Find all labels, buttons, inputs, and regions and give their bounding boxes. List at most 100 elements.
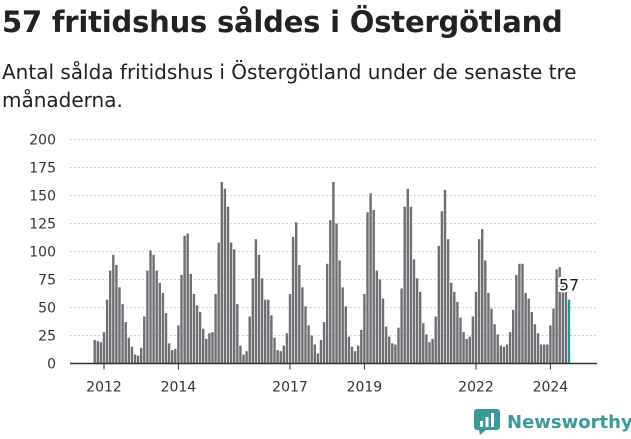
- bar: [270, 315, 273, 364]
- bar: [310, 335, 313, 364]
- bar: [248, 316, 251, 364]
- bar: [431, 338, 434, 364]
- bar: [502, 346, 506, 364]
- bar: [276, 350, 279, 364]
- bar: [109, 270, 112, 364]
- bar: [369, 193, 372, 364]
- bar: [264, 299, 267, 364]
- bar: [298, 264, 301, 364]
- bar: [189, 273, 192, 364]
- bar: [226, 206, 230, 364]
- bar: [112, 254, 115, 364]
- bar: [552, 308, 555, 364]
- bar: [285, 333, 289, 364]
- bar: [409, 206, 413, 364]
- bar: [499, 345, 502, 364]
- y-tick-label: 200: [29, 133, 56, 149]
- bar: [133, 354, 137, 364]
- bar: [446, 239, 450, 364]
- bar: [384, 326, 388, 364]
- bar: [512, 309, 515, 364]
- bar: [251, 278, 254, 364]
- bar: [524, 292, 527, 364]
- bar: [459, 317, 462, 364]
- y-tick-label: 0: [47, 357, 56, 373]
- bar: [260, 278, 264, 364]
- bar: [220, 182, 223, 364]
- bar: [567, 299, 571, 364]
- bar: [174, 348, 177, 364]
- y-tick-label: 75: [38, 273, 56, 289]
- y-tick-label: 50: [38, 301, 56, 317]
- bar: [335, 223, 338, 364]
- bar: [484, 260, 487, 364]
- bar: [326, 263, 329, 364]
- bar: [143, 316, 146, 364]
- bar: [564, 286, 568, 364]
- bar: [443, 189, 447, 364]
- bar: [481, 229, 484, 364]
- bar: [357, 345, 360, 364]
- bar: [397, 327, 400, 364]
- bar: [344, 306, 347, 364]
- bar: [366, 212, 369, 364]
- bar: [363, 294, 366, 364]
- bar: [378, 279, 382, 364]
- bar: [533, 324, 537, 364]
- bar: [301, 287, 304, 364]
- bar: [254, 239, 258, 364]
- bar: [360, 329, 363, 364]
- bar: [217, 242, 220, 364]
- bar: [267, 299, 270, 364]
- bar: [291, 236, 295, 364]
- bar: [450, 282, 453, 364]
- bar: [214, 294, 217, 364]
- bar: [394, 344, 397, 364]
- bar: [425, 334, 428, 364]
- bar: [158, 282, 161, 364]
- bar: [130, 346, 134, 364]
- chart-subtitle: Antal sålda fritidshus i Östergötland un…: [2, 60, 577, 112]
- x-tick-label: 2014: [161, 380, 197, 396]
- bar: [195, 305, 199, 364]
- bar: [121, 304, 124, 364]
- bar: [118, 287, 121, 364]
- bar: [223, 188, 227, 364]
- bar: [152, 254, 155, 364]
- bar: [332, 182, 335, 364]
- x-tick-label: 2012: [86, 380, 122, 396]
- bar: [161, 292, 165, 364]
- bar: [561, 285, 564, 364]
- bar: [93, 339, 96, 364]
- bar: [171, 350, 174, 364]
- bar: [96, 341, 99, 364]
- bar: [496, 334, 499, 364]
- bar: [558, 267, 561, 364]
- bar: [415, 278, 419, 364]
- bar: [539, 344, 543, 364]
- bar: [229, 242, 233, 364]
- bar: [546, 344, 549, 364]
- bar: [549, 325, 552, 364]
- chart-title: 57 fritidshus såldes i Östergötland: [2, 5, 563, 39]
- bar: [440, 211, 444, 364]
- bar: [202, 328, 205, 364]
- bar: [205, 338, 208, 364]
- bar: [381, 298, 385, 364]
- bar: [487, 292, 490, 364]
- bar: [372, 210, 375, 364]
- bar: [313, 344, 316, 364]
- brand-logo: Newsworthy: [474, 405, 631, 439]
- x-tick-label: 2017: [272, 380, 308, 396]
- bar: [403, 206, 406, 364]
- bar: [456, 301, 459, 364]
- bar: [490, 308, 493, 364]
- bar: [180, 275, 183, 364]
- bar: [124, 322, 127, 364]
- bar: [307, 325, 310, 364]
- last-value-label: 57: [559, 276, 579, 295]
- bar: [288, 294, 292, 364]
- y-tick-label: 150: [29, 189, 56, 205]
- bar: [149, 250, 152, 364]
